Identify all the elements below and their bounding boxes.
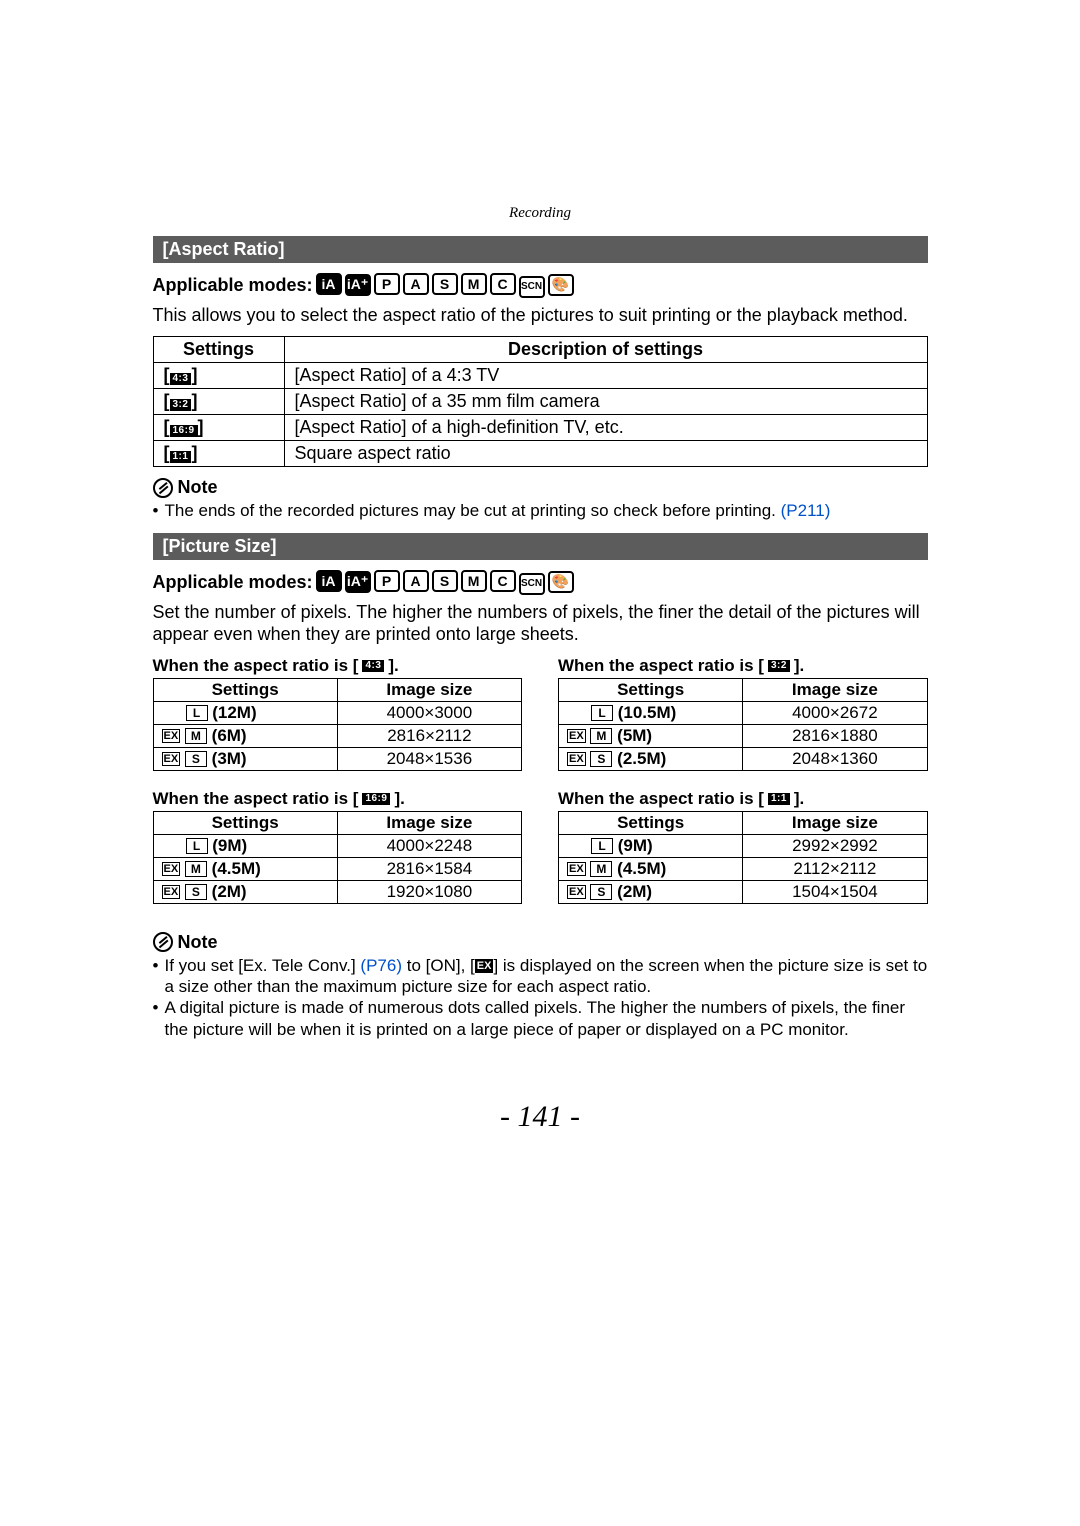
mode-p: P <box>374 273 400 295</box>
applicable-modes-1: Applicable modes: iAiA⁺PASMCSCN🎨 <box>153 273 928 298</box>
table-row: EX S (2M)1920×1080 <box>153 880 522 903</box>
picture-size-body: Set the number of pixels. The higher the… <box>153 601 928 646</box>
size-letter: S <box>185 751 207 767</box>
applicable-label: Applicable modes: <box>153 275 313 296</box>
size-letter: M <box>590 728 612 744</box>
mode-ia: iA <box>316 273 342 295</box>
note-text-1: • The ends of the recorded pictures may … <box>153 500 928 521</box>
size-letter: L <box>186 705 208 721</box>
size-table: SettingsImage sizeL (12M)4000×3000EX M (… <box>153 678 523 771</box>
ex-icon: EX <box>567 729 586 743</box>
ex-icon: EX <box>475 959 494 973</box>
mode-🎨: 🎨 <box>548 571 574 593</box>
mode-a: A <box>403 570 429 592</box>
mode-s: S <box>432 273 458 295</box>
size-letter: S <box>590 751 612 767</box>
size-letter: L <box>591 705 613 721</box>
ex-icon: EX <box>162 729 181 743</box>
note-icon <box>153 932 173 952</box>
table-row: EX M (4.5M)2816×1584 <box>153 857 522 880</box>
ex-icon: EX <box>162 752 181 766</box>
col-settings: Settings <box>153 337 284 363</box>
ratio-badge: 3:2 <box>170 399 192 411</box>
mode-c: C <box>490 273 516 295</box>
table-row: L (9M)4000×2248 <box>153 834 522 857</box>
size-letter: L <box>591 838 613 854</box>
ex-icon: EX <box>162 862 181 876</box>
ex-icon: EX <box>567 885 586 899</box>
note-text-2: • If you set [Ex. Tele Conv.] (P76) to [… <box>153 955 928 1040</box>
size-table: SettingsImage sizeL (10.5M)4000×2672EX M… <box>558 678 928 771</box>
aspect-ratio-title: [Aspect Ratio] <box>153 236 928 263</box>
mode-s: S <box>432 570 458 592</box>
picture-size-title: [Picture Size] <box>153 533 928 560</box>
size-caption: When the aspect ratio is [3:2]. <box>558 656 928 676</box>
table-row: EX M (6M)2816×2112 <box>153 724 522 747</box>
note-heading-1: Note <box>153 477 928 498</box>
size-letter: L <box>186 838 208 854</box>
size-letter: S <box>590 884 612 900</box>
size-letter: M <box>185 728 207 744</box>
table-row: EX S (3M)2048×1536 <box>153 747 522 770</box>
size-letter: S <box>185 884 207 900</box>
page-number: - 141 - <box>153 1100 928 1134</box>
mode-m: M <box>461 570 487 592</box>
size-caption: When the aspect ratio is [4:3]. <box>153 656 523 676</box>
mode-p: P <box>374 570 400 592</box>
ratio-badge: 4:3 <box>170 373 192 385</box>
table-row: L (10.5M)4000×2672 <box>559 701 928 724</box>
table-row: [3:2][Aspect Ratio] of a 35 mm film came… <box>153 389 927 415</box>
aspect-ratio-body: This allows you to select the aspect rat… <box>153 304 928 327</box>
link-p76[interactable]: (P76) <box>360 956 402 975</box>
mode-a: A <box>403 273 429 295</box>
note-label: Note <box>178 477 218 498</box>
table-row: L (12M)4000×3000 <box>153 701 522 724</box>
ratio-badge: 1:1 <box>170 451 192 463</box>
note-icon <box>153 478 173 498</box>
table-row: L (9M)2992×2992 <box>559 834 928 857</box>
size-table: SettingsImage sizeL (9M)2992×2992EX M (4… <box>558 811 928 904</box>
section-header: Recording <box>153 205 928 222</box>
mode-m: M <box>461 273 487 295</box>
mode-ia+: iA⁺ <box>345 571 371 593</box>
mode-scn: SCN <box>519 276 545 298</box>
applicable-modes-2: Applicable modes: iAiA⁺PASMCSCN🎨 <box>153 570 928 595</box>
note-label: Note <box>178 932 218 953</box>
mode-c: C <box>490 570 516 592</box>
table-row: [4:3][Aspect Ratio] of a 4:3 TV <box>153 363 927 389</box>
table-row: EX M (5M)2816×1880 <box>559 724 928 747</box>
applicable-label: Applicable modes: <box>153 572 313 593</box>
ex-icon: EX <box>567 862 586 876</box>
size-letter: M <box>590 861 612 877</box>
mode-scn: SCN <box>519 573 545 595</box>
link-p211[interactable]: (P211) <box>781 501 831 520</box>
size-caption: When the aspect ratio is [1:1]. <box>558 789 928 809</box>
ex-icon: EX <box>162 885 181 899</box>
table-row: EX S (2.5M)2048×1360 <box>559 747 928 770</box>
size-table: SettingsImage sizeL (9M)4000×2248EX M (4… <box>153 811 523 904</box>
mode-ia+: iA⁺ <box>345 274 371 296</box>
table-row: EX S (2M)1504×1504 <box>559 880 928 903</box>
size-caption: When the aspect ratio is [16:9]. <box>153 789 523 809</box>
size-letter: M <box>185 861 207 877</box>
table-row: EX M (4.5M)2112×2112 <box>559 857 928 880</box>
table-row: [16:9][Aspect Ratio] of a high-definitio… <box>153 415 927 441</box>
table-row: [1:1]Square aspect ratio <box>153 441 927 467</box>
mode-🎨: 🎨 <box>548 274 574 296</box>
ex-icon: EX <box>567 752 586 766</box>
col-desc: Description of settings <box>284 337 927 363</box>
aspect-ratio-table: Settings Description of settings [4:3][A… <box>153 336 928 467</box>
mode-ia: iA <box>316 570 342 592</box>
ratio-badge: 16:9 <box>170 425 198 437</box>
note-heading-2: Note <box>153 932 928 953</box>
